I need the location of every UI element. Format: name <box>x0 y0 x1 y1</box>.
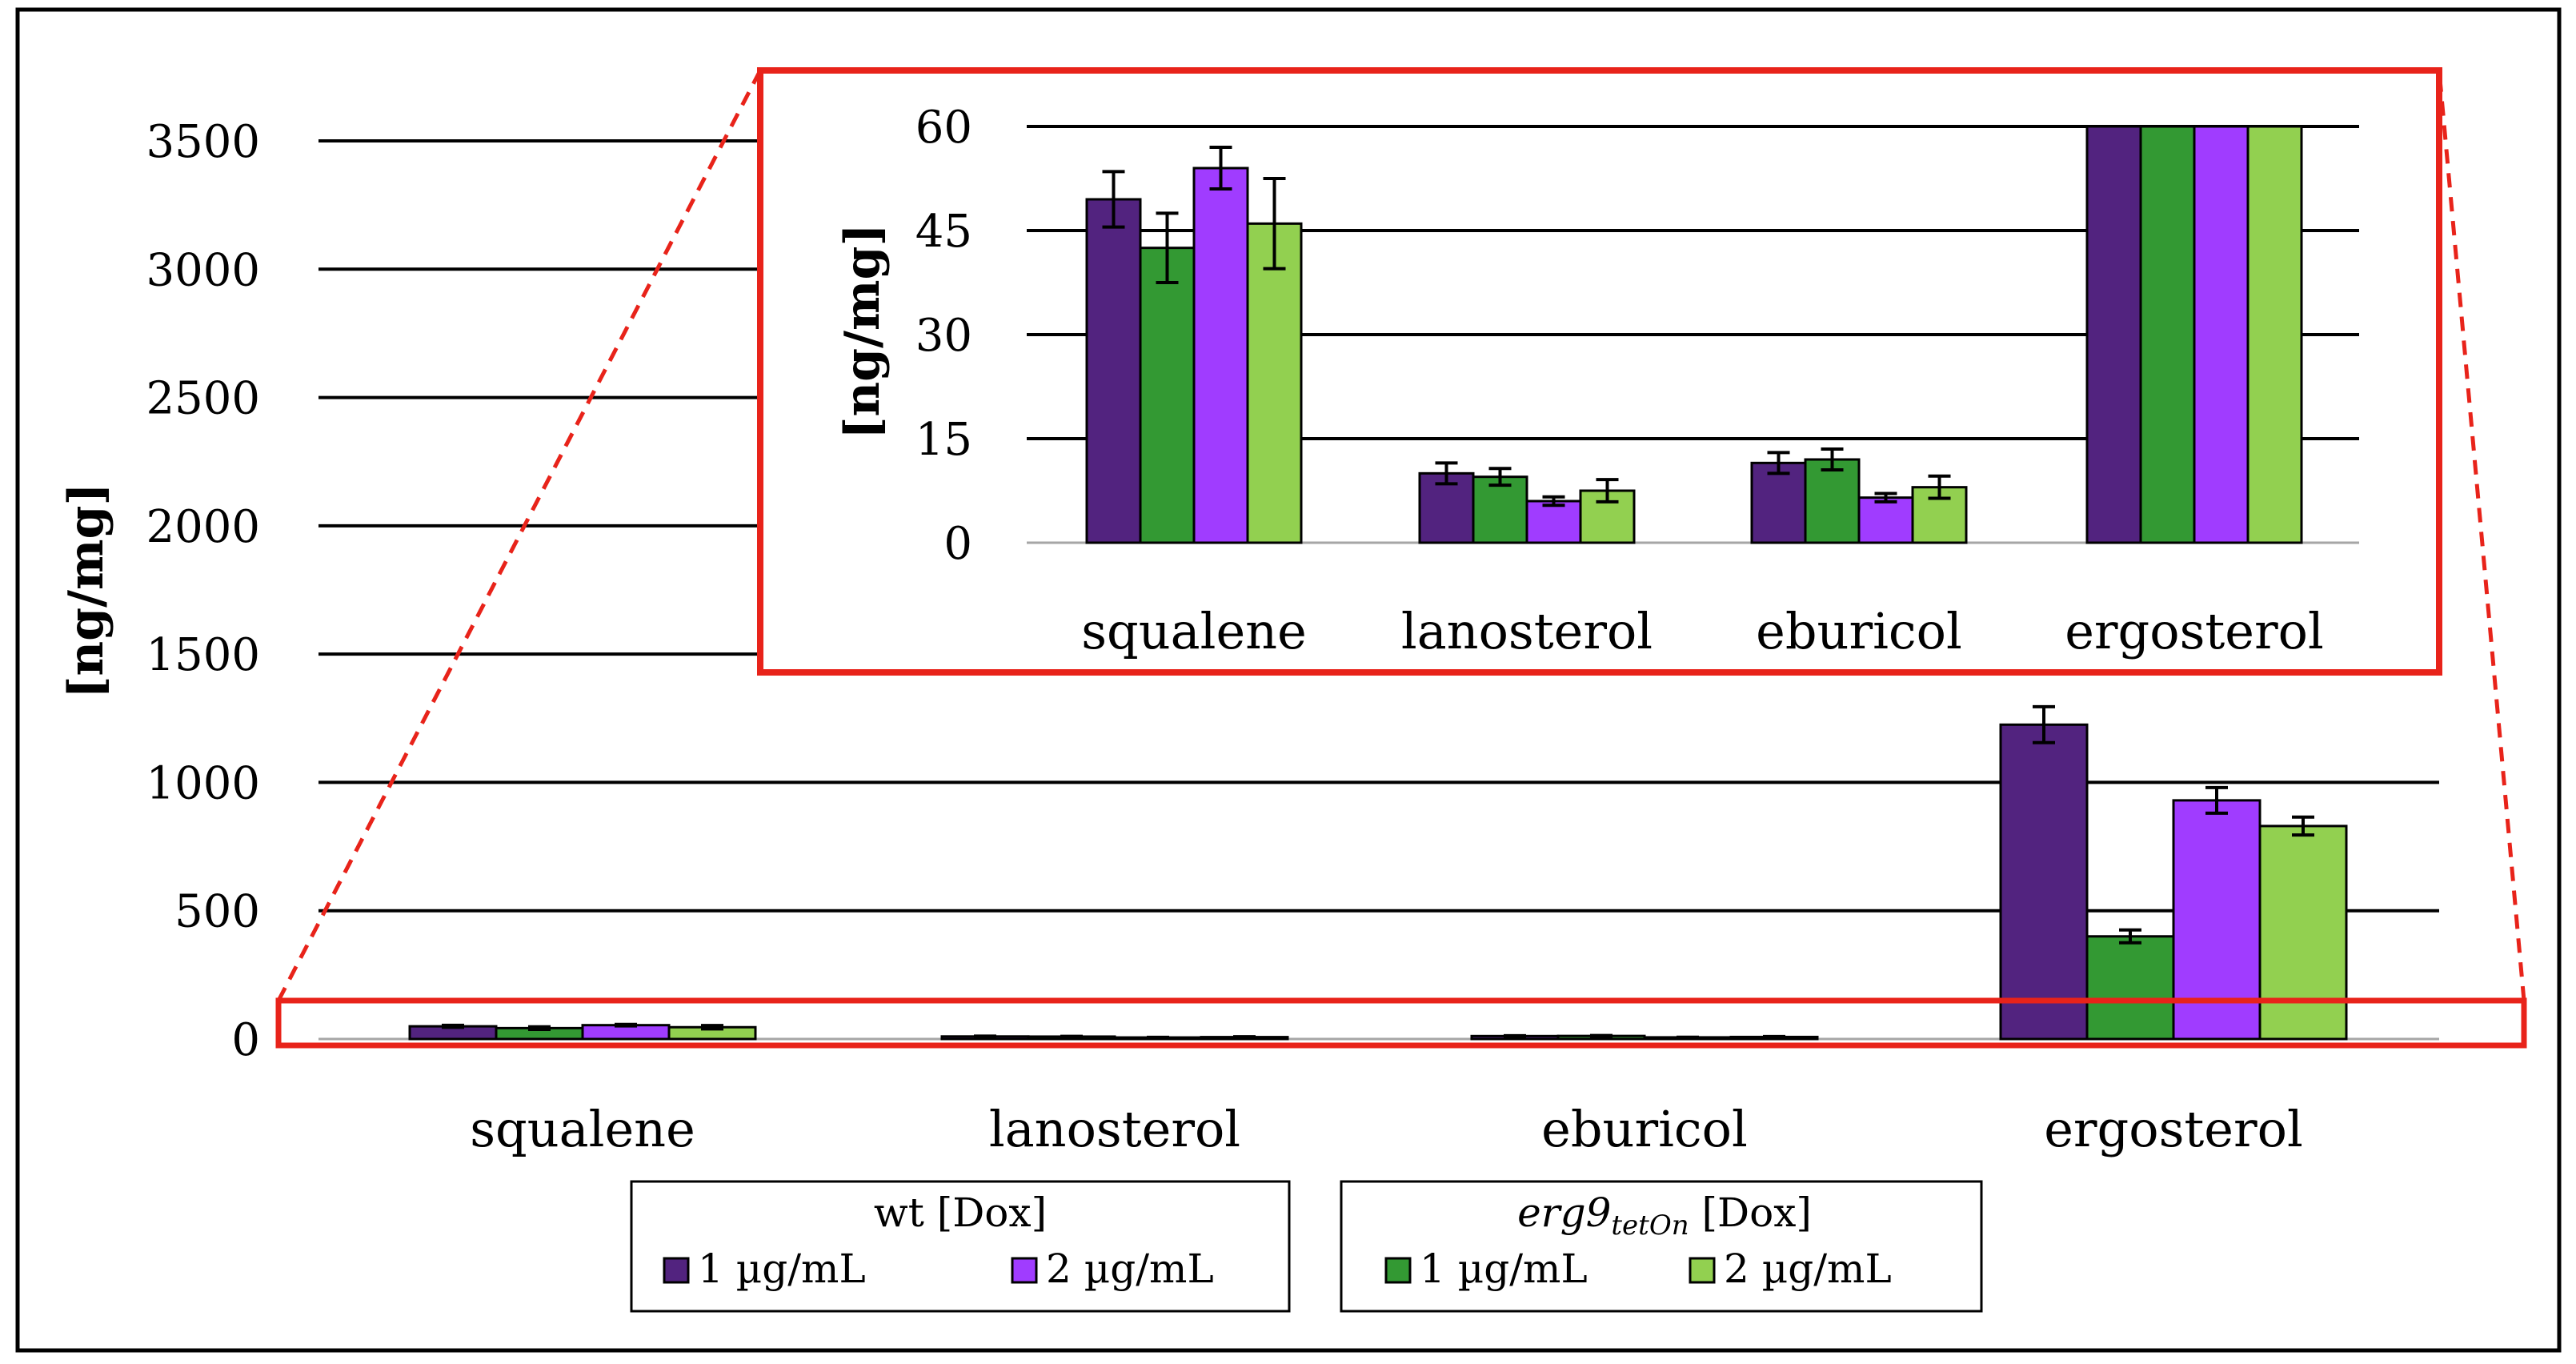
main-y-tick-3000: 3000 <box>146 244 260 296</box>
legend: wt [Dox] 1 µg/mL 2 µg/mL erg9tetOn [Dox]… <box>631 1181 1981 1311</box>
main-errorbar-eburicol-wt-1-g-ml <box>1504 1036 1526 1037</box>
legend-swatch-wt-2 <box>1012 1258 1036 1282</box>
inset-y-tick-0: 0 <box>943 518 972 570</box>
legend-erg-title-sub: tetOn <box>1611 1210 1689 1242</box>
legend-erg-title-gene: erg9 <box>1517 1189 1611 1236</box>
inset-bar-eburicol-wt-2-g-ml <box>1859 498 1913 543</box>
legend-erg-group: erg9tetOn [Dox] 1 µg/mL 2 µg/mL <box>1341 1181 1981 1311</box>
zoom-connector-right <box>2439 70 2524 1001</box>
legend-label-wt-1: 1 µg/mL <box>698 1246 866 1292</box>
main-category-eburicol: eburicol <box>1541 1100 1748 1158</box>
main-y-tick-3500: 3500 <box>146 116 260 168</box>
inset-bar-ergosterol-erg9teton-2-g-ml <box>2248 126 2302 543</box>
main-y-tick-500: 500 <box>174 886 260 938</box>
main-errorbar-squalene-wt-1-g-ml <box>442 1025 464 1028</box>
main-errorbar-squalene-wt-2-g-ml <box>615 1025 637 1026</box>
main-errorbar-eburicol-erg9teton-1-g-ml <box>1590 1036 1613 1037</box>
main-category-lanosterol: lanosterol <box>989 1100 1240 1158</box>
main-y-axis-label: [ng/mg] <box>58 483 114 699</box>
main-category-ergosterol: ergosterol <box>2044 1100 2303 1158</box>
legend-label-wt-2: 2 µg/mL <box>1046 1246 1214 1292</box>
inset-bar-lanosterol-wt-2-g-ml <box>1527 501 1580 543</box>
main-bar-ergosterol-erg9teton-1-g-ml <box>2087 937 2173 1039</box>
main-errorbar-squalene-erg9teton-1-g-ml <box>528 1027 551 1029</box>
inset-y-tick-15: 15 <box>915 414 972 466</box>
main-y-tick-2000: 2000 <box>146 501 260 553</box>
main-bar-ergosterol-erg9teton-2-g-ml <box>2260 826 2346 1039</box>
inset-y-tick-30: 30 <box>915 310 972 362</box>
inset-bar-ergosterol-wt-2-g-ml <box>2194 126 2248 543</box>
legend-wt-group: wt [Dox] 1 µg/mL 2 µg/mL <box>631 1181 1289 1311</box>
main-errorbar-lanosterol-wt-1-g-ml <box>974 1036 996 1037</box>
inset-bar-squalene-wt-2-g-ml <box>1194 168 1248 543</box>
legend-erg-title-rest: [Dox] <box>1689 1189 1812 1236</box>
legend-label-erg-1: 1 µg/mL <box>1420 1246 1588 1292</box>
inset-bar-squalene-wt-1-g-ml <box>1087 199 1140 543</box>
legend-swatch-erg-1 <box>1386 1258 1410 1282</box>
legend-swatch-erg-2 <box>1690 1258 1714 1282</box>
inset-y-tick-45: 45 <box>915 206 972 258</box>
inset-bar-squalene-erg9teton-1-g-ml <box>1140 248 1194 543</box>
inset-y-axis-label: [ng/mg] <box>835 223 891 439</box>
main-category-squalene: squalene <box>470 1100 695 1158</box>
inset-category-ergosterol: ergosterol <box>2065 602 2324 660</box>
main-y-tick-0: 0 <box>231 1014 260 1066</box>
legend-swatch-wt-1 <box>664 1258 688 1282</box>
main-y-tick-2500: 2500 <box>146 373 260 425</box>
zoom-connector-left <box>278 70 760 1001</box>
inset-category-eburicol: eburicol <box>1756 602 1962 660</box>
inset-bar-ergosterol-erg9teton-1-g-ml <box>2141 126 2194 543</box>
inset-bar-eburicol-erg9teton-1-g-ml <box>1805 459 1859 543</box>
legend-label-erg-2: 2 µg/mL <box>1724 1246 1892 1292</box>
main-bar-ergosterol-wt-1-g-ml <box>2001 724 2087 1039</box>
main-y-tick-1000: 1000 <box>146 757 260 809</box>
main-category-labels: squalene lanosterol eburicol ergosterol <box>470 1100 2303 1158</box>
main-bars <box>410 707 2346 1039</box>
main-y-tick-labels: 0 500 1000 1500 2000 2500 3000 3500 <box>146 116 260 1066</box>
inset-bar-squalene-erg9teton-2-g-ml <box>1248 223 1301 543</box>
inset-bar-ergosterol-wt-1-g-ml <box>2087 126 2141 543</box>
main-y-tick-1500: 1500 <box>146 629 260 681</box>
inset-y-tick-60: 60 <box>915 102 972 154</box>
legend-wt-title: wt [Dox] <box>874 1189 1047 1236</box>
inset-category-squalene: squalene <box>1081 602 1307 660</box>
inset-category-lanosterol: lanosterol <box>1401 602 1653 660</box>
